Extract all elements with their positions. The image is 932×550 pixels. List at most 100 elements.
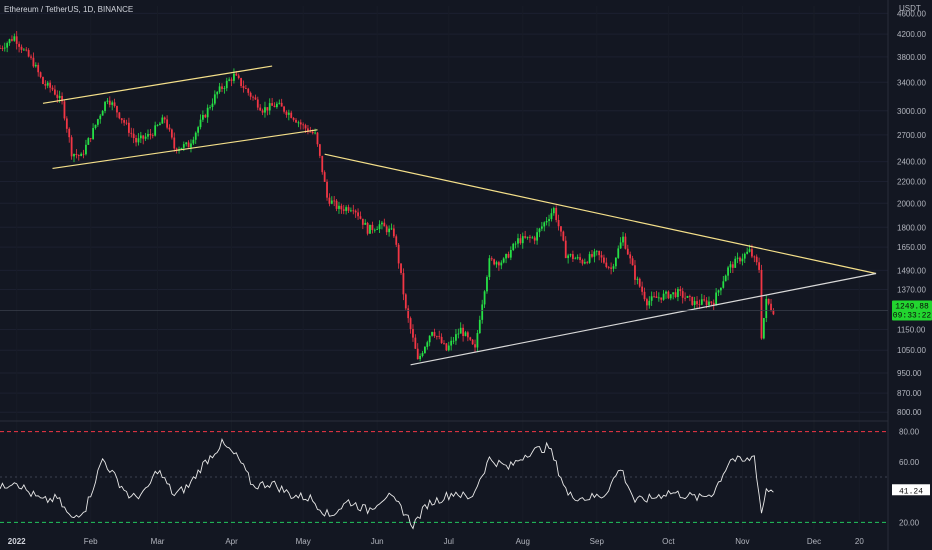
price-tick-label: 1150.00	[897, 325, 926, 334]
candle-body	[259, 107, 262, 111]
candle-body	[631, 258, 634, 266]
candle-body	[132, 133, 135, 138]
price-axis[interactable]: 4600.00 4200.00 3800.00 3400.00 3000.00 2700.…	[897, 9, 926, 417]
price-tick-label: 1050.00	[897, 346, 926, 355]
candle-body	[321, 155, 324, 173]
candle-body	[350, 210, 352, 212]
time-axis[interactable]: 2022 Feb Mar Apr May Jun Jul Aug Sep Oct Nov Dec 20	[8, 537, 865, 546]
candle-body	[464, 332, 467, 337]
candle-body	[614, 257, 617, 267]
candle-body	[481, 304, 484, 320]
candle-body	[445, 343, 448, 351]
candle-body	[1, 48, 4, 49]
candle-body	[96, 119, 99, 125]
trendline-descending-resistance[interactable]	[324, 153, 877, 275]
candle-body	[624, 236, 627, 249]
time-tick-label: Feb	[84, 537, 98, 546]
candle-body	[708, 301, 710, 306]
candle-body	[466, 332, 469, 338]
trendline-ascending-support[interactable]	[410, 272, 877, 366]
candle-body	[80, 153, 83, 157]
trendline-channel-lower[interactable]	[52, 129, 318, 170]
candle-body	[581, 259, 584, 264]
trendline-channel-upper[interactable]	[42, 65, 273, 104]
time-tick-label: 20	[855, 537, 864, 546]
time-tick-label: Apr	[225, 537, 238, 546]
price-tick-label: 1800.00	[897, 223, 926, 232]
price-tick-label: 800.00	[897, 408, 922, 417]
candle-body	[591, 254, 593, 257]
candle-body	[400, 263, 402, 274]
candle-body	[108, 100, 111, 105]
candle-body	[354, 210, 357, 213]
candle-body	[538, 228, 541, 233]
candle-body	[677, 289, 679, 298]
candle-body	[278, 102, 281, 104]
candle-body	[330, 200, 333, 204]
candle-body	[42, 77, 44, 84]
last-price-tag: 1249.88 09:33:22	[892, 300, 932, 321]
candle-body	[194, 132, 197, 140]
last-price-value: 1249.88	[895, 302, 929, 311]
candle-body	[648, 300, 651, 306]
candle-body	[483, 291, 486, 305]
candle-body	[89, 138, 92, 140]
candle-body	[233, 73, 235, 81]
candle-body	[307, 128, 309, 132]
candle-body	[285, 111, 288, 115]
candle-body	[99, 115, 102, 120]
trendline-drawings[interactable]	[42, 65, 877, 366]
candle-body	[643, 291, 646, 300]
price-tick-label: 3000.00	[897, 107, 926, 116]
candle-body	[202, 114, 204, 120]
candle-body	[116, 106, 118, 113]
candle-body	[280, 102, 283, 107]
candle-body	[672, 292, 675, 295]
candle-body	[225, 80, 228, 89]
candle-body	[655, 296, 658, 298]
candle-body	[221, 86, 223, 89]
candle-body	[646, 299, 648, 306]
candle-body	[447, 345, 450, 351]
candle-body	[304, 125, 307, 129]
time-tick-label: Aug	[516, 537, 530, 546]
price-gridlines	[0, 6, 888, 530]
candle-body	[70, 137, 73, 157]
candle-body	[679, 289, 682, 292]
candle-body	[698, 304, 701, 306]
candle-body	[529, 236, 531, 238]
candle-body	[156, 125, 159, 126]
rsi-axis[interactable]: 80.00 60.00 20.00	[899, 428, 920, 528]
candle-body	[605, 262, 608, 268]
candle-body	[734, 258, 737, 268]
candle-body	[352, 210, 355, 212]
candle-body	[3, 47, 6, 49]
candle-body	[469, 337, 472, 340]
candle-body	[125, 122, 128, 124]
candle-body	[144, 136, 147, 139]
currency-label: USDT	[899, 4, 921, 13]
candle-body	[173, 137, 176, 149]
candle-body	[509, 249, 512, 258]
candle-body	[271, 103, 274, 106]
candle-body	[190, 143, 192, 148]
candle-body	[163, 117, 166, 120]
candle-body	[598, 250, 601, 256]
price-tick-label: 870.00	[897, 389, 922, 398]
candle-body	[175, 148, 178, 151]
candle-body	[101, 110, 104, 116]
candle-body	[650, 296, 653, 301]
candle-body	[235, 73, 238, 76]
candle-body	[25, 49, 28, 51]
rsi-value-tag-bg	[892, 484, 930, 496]
candle-body	[77, 155, 80, 157]
candle-body	[545, 221, 548, 223]
candle-body	[731, 264, 734, 268]
candle-body	[266, 107, 269, 111]
candle-body	[211, 103, 214, 107]
candle-body	[54, 89, 56, 95]
candle-body	[519, 238, 522, 244]
candle-body	[653, 296, 655, 298]
candle-body	[700, 299, 703, 305]
